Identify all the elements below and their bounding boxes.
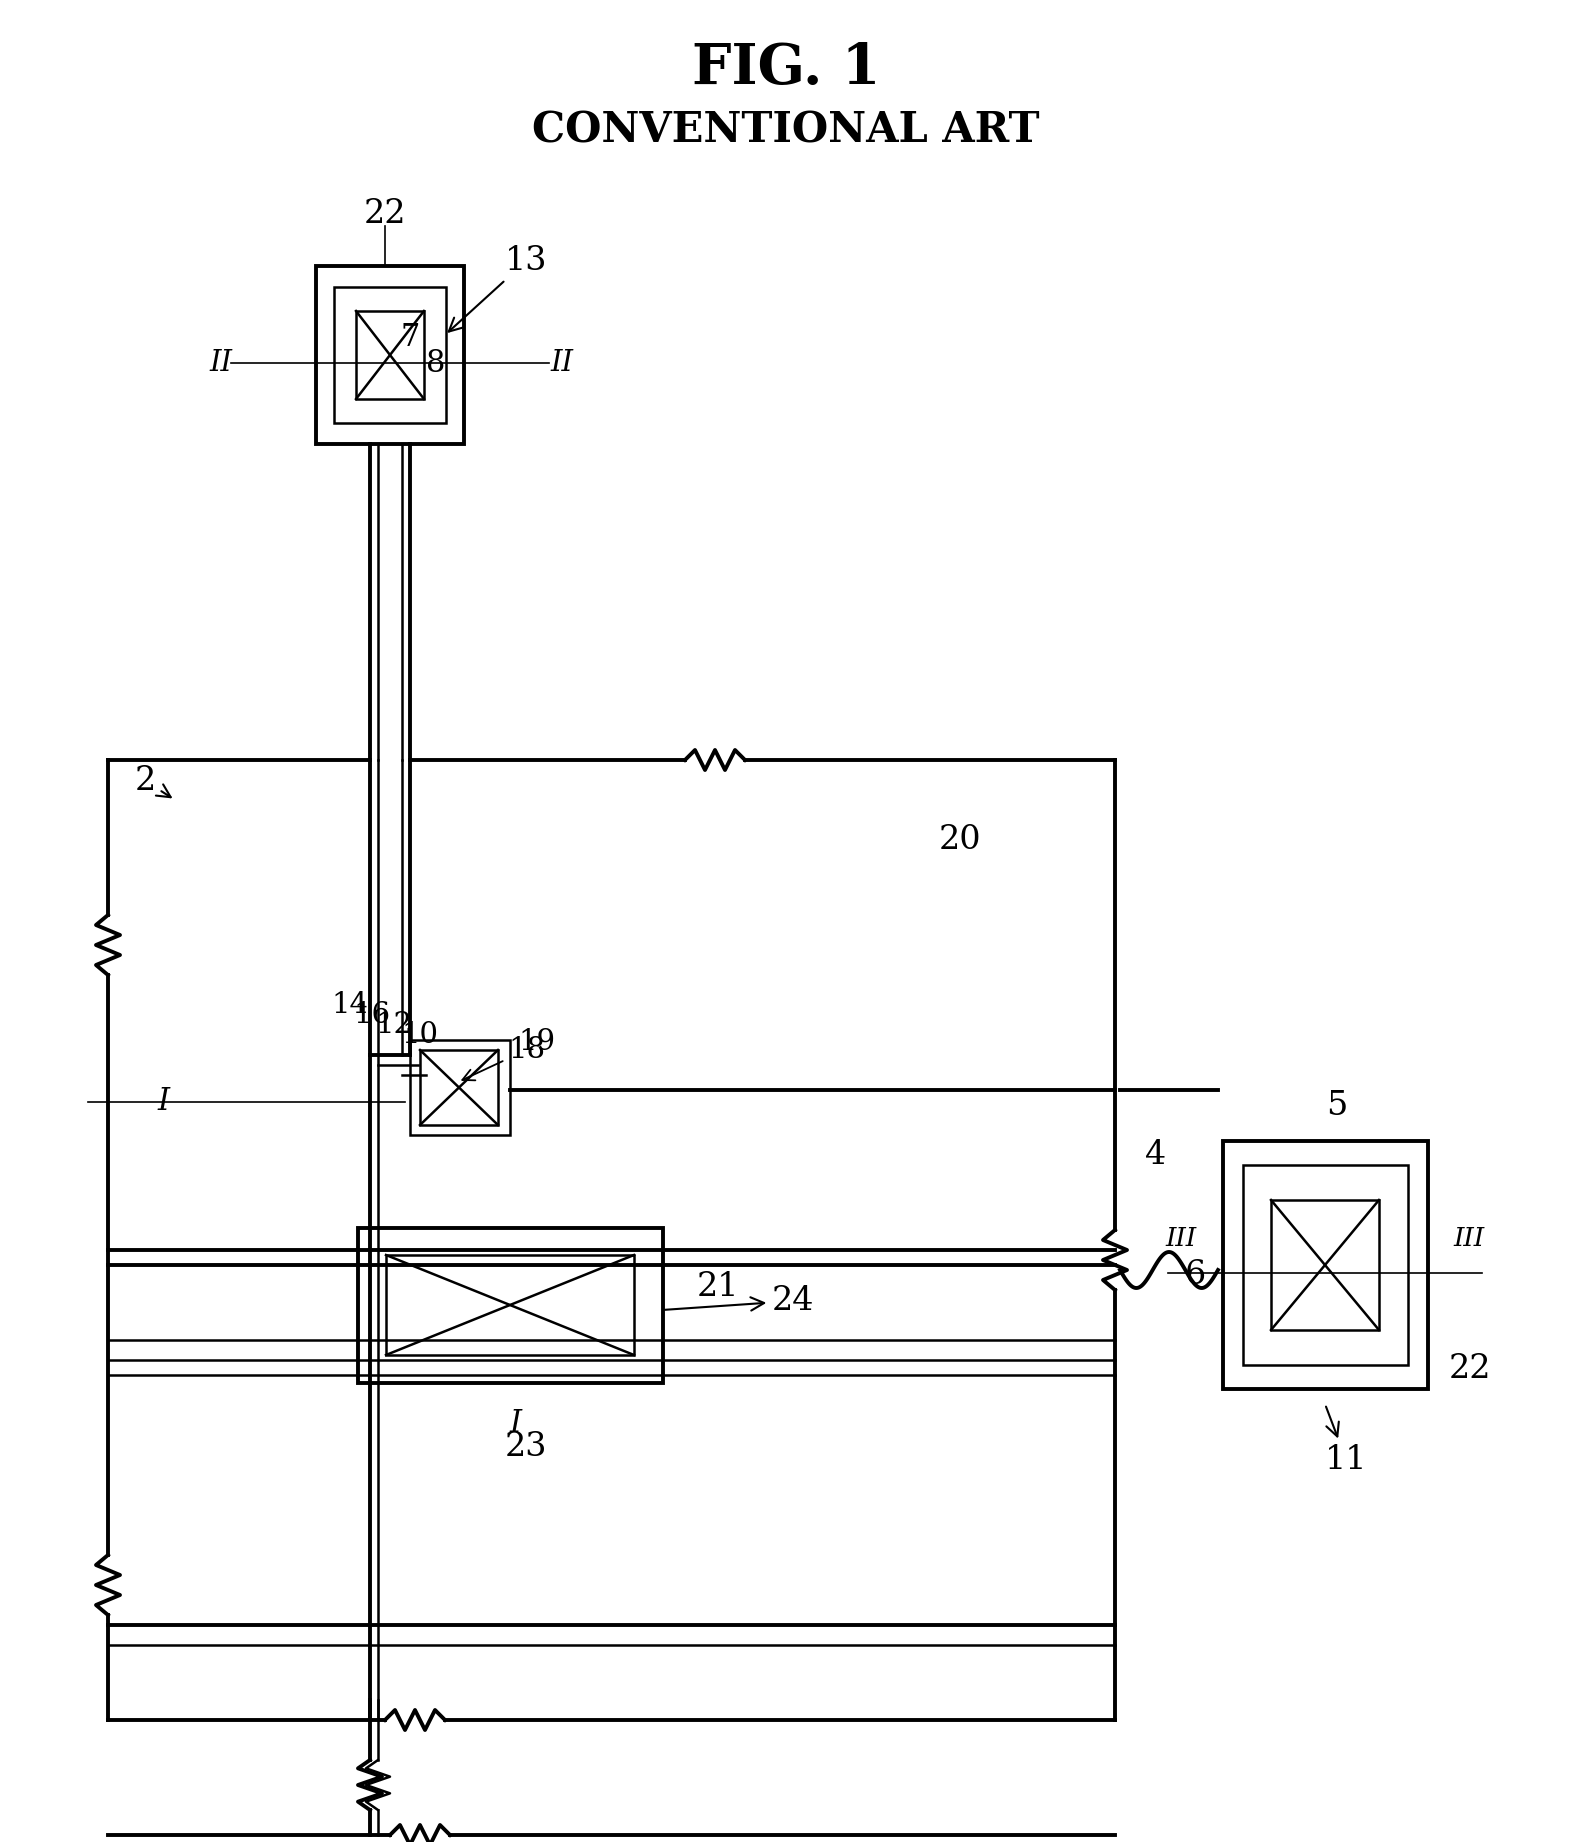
Text: 19: 19	[518, 1028, 555, 1055]
Text: 20: 20	[939, 823, 982, 857]
Text: III: III	[1453, 1225, 1485, 1251]
Text: II: II	[209, 348, 233, 378]
Text: III: III	[1166, 1225, 1197, 1251]
Text: 22: 22	[363, 197, 406, 230]
Bar	[420, 1050, 499, 1125]
Text: 18: 18	[462, 1035, 546, 1079]
Bar	[333, 287, 447, 424]
Text: 21: 21	[697, 1271, 739, 1302]
Bar	[385, 1254, 634, 1356]
Bar	[1243, 1164, 1408, 1365]
Bar	[355, 311, 425, 400]
Bar	[1271, 1199, 1380, 1330]
Text: CONVENTIONAL ART: CONVENTIONAL ART	[532, 109, 1040, 151]
Text: 11: 11	[1324, 1407, 1367, 1475]
Bar	[359, 1229, 662, 1383]
Text: FIG. 1: FIG. 1	[692, 41, 881, 96]
Text: I: I	[510, 1409, 521, 1439]
Text: 5: 5	[1326, 1090, 1348, 1122]
Text: 16: 16	[354, 1000, 390, 1030]
Text: 22: 22	[1449, 1354, 1491, 1385]
Text: 13: 13	[448, 245, 547, 332]
Text: I: I	[157, 1087, 168, 1118]
Text: 2: 2	[135, 764, 171, 798]
Text: 6: 6	[1184, 1258, 1205, 1291]
Bar	[411, 1041, 510, 1135]
Text: 4: 4	[1145, 1138, 1166, 1172]
Text: 10: 10	[401, 1020, 439, 1048]
Text: II: II	[551, 348, 574, 378]
Text: 8: 8	[426, 348, 445, 378]
Text: 7: 7	[400, 322, 420, 352]
Text: 23: 23	[505, 1431, 547, 1463]
Text: 14: 14	[332, 991, 368, 1019]
Text: 12: 12	[376, 1011, 412, 1039]
Bar	[316, 265, 464, 444]
Text: 24: 24	[665, 1286, 815, 1317]
Bar	[1222, 1140, 1428, 1389]
